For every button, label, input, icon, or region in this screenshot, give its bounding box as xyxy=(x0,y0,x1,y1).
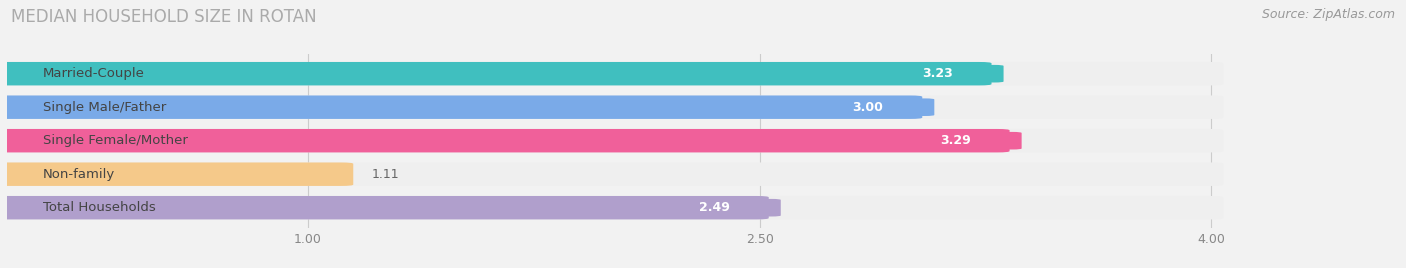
Text: Source: ZipAtlas.com: Source: ZipAtlas.com xyxy=(1261,8,1395,21)
FancyBboxPatch shape xyxy=(801,98,935,116)
FancyBboxPatch shape xyxy=(0,95,922,119)
Text: MEDIAN HOUSEHOLD SIZE IN ROTAN: MEDIAN HOUSEHOLD SIZE IN ROTAN xyxy=(11,8,316,26)
FancyBboxPatch shape xyxy=(0,129,1010,152)
Text: 1.11: 1.11 xyxy=(371,168,399,181)
FancyBboxPatch shape xyxy=(648,199,780,217)
FancyBboxPatch shape xyxy=(0,196,1223,219)
FancyBboxPatch shape xyxy=(0,162,1223,186)
Text: 3.23: 3.23 xyxy=(922,67,953,80)
Text: 3.00: 3.00 xyxy=(852,101,883,114)
Text: Married-Couple: Married-Couple xyxy=(44,67,145,80)
FancyBboxPatch shape xyxy=(0,162,353,186)
Text: 2.49: 2.49 xyxy=(699,201,730,214)
FancyBboxPatch shape xyxy=(0,62,1223,85)
Text: Total Households: Total Households xyxy=(44,201,156,214)
FancyBboxPatch shape xyxy=(889,132,1022,150)
Text: Single Female/Mother: Single Female/Mother xyxy=(44,134,188,147)
Text: Non-family: Non-family xyxy=(44,168,115,181)
FancyBboxPatch shape xyxy=(0,95,1223,119)
Text: Single Male/Father: Single Male/Father xyxy=(44,101,166,114)
FancyBboxPatch shape xyxy=(0,129,1223,152)
FancyBboxPatch shape xyxy=(0,196,769,219)
FancyBboxPatch shape xyxy=(0,62,991,85)
Text: 3.29: 3.29 xyxy=(941,134,970,147)
FancyBboxPatch shape xyxy=(872,65,1004,83)
